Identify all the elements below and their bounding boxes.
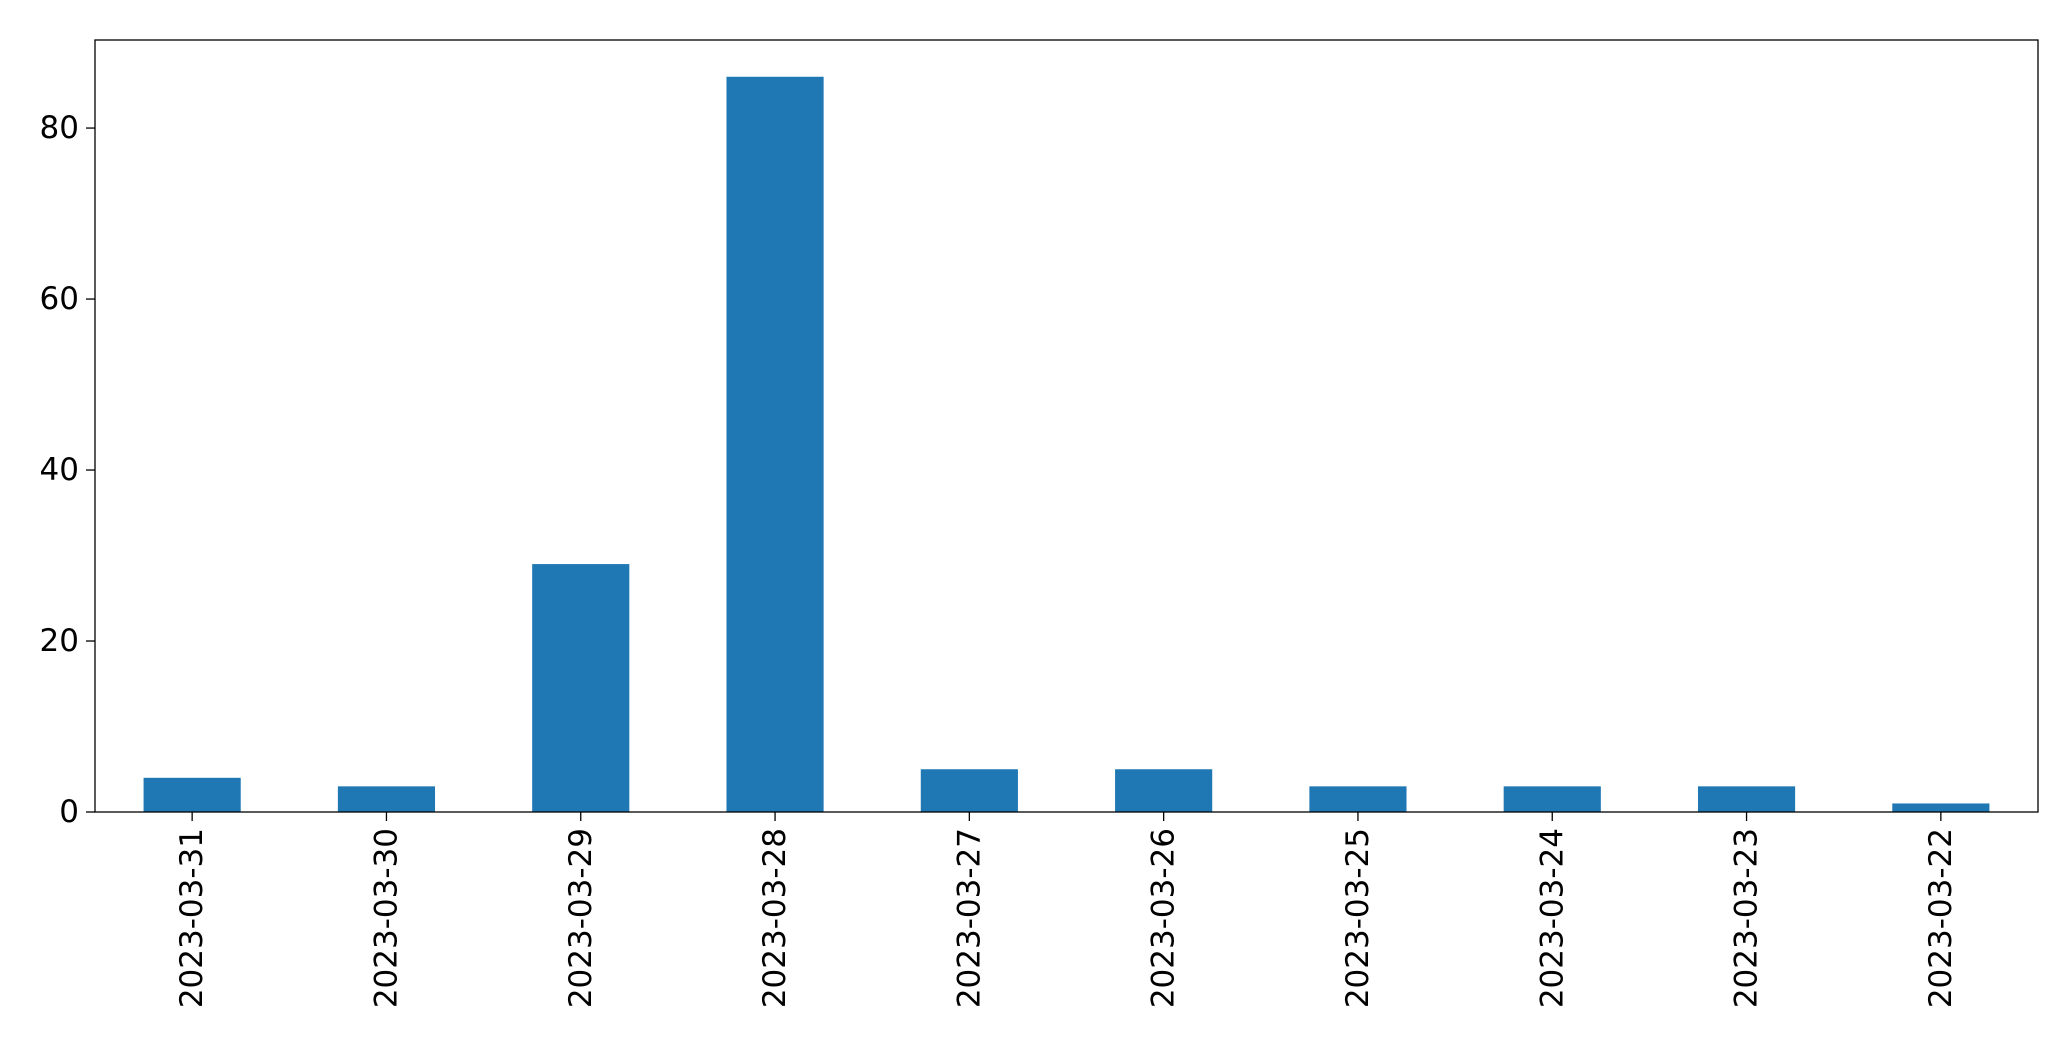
x-tick-label-2023-03-28: 2023-03-28 xyxy=(757,828,793,1008)
x-tick-label-2023-03-23: 2023-03-23 xyxy=(1729,828,1765,1008)
bar-2023-03-23 xyxy=(1697,786,1796,812)
x-axis: 2023-03-31 2023-03-30 2023-03-29 2023-03-28… xyxy=(174,812,1959,1008)
x-tick-label-2023-03-30: 2023-03-30 xyxy=(368,828,404,1008)
y-tick-label-0: 0 xyxy=(59,794,79,830)
bar-2023-03-27 xyxy=(920,769,1018,812)
y-tick-label-40: 40 xyxy=(40,452,79,488)
x-tick-label-2023-03-22: 2023-03-22 xyxy=(1923,828,1959,1008)
bar-series xyxy=(143,76,1990,812)
plot-frame xyxy=(94,39,2039,813)
y-axis: 0 20 40 60 80 xyxy=(40,110,95,830)
x-tick-label-2023-03-27: 2023-03-27 xyxy=(951,828,987,1008)
x-tick-label-2023-03-25: 2023-03-25 xyxy=(1340,828,1376,1008)
bar-2023-03-30 xyxy=(337,786,436,812)
bar-2023-03-31 xyxy=(143,777,241,812)
bar-2023-03-24 xyxy=(1503,786,1601,812)
bar-2023-03-26 xyxy=(1115,769,1213,812)
y-tick-label-20: 20 xyxy=(40,623,79,659)
bar-2023-03-22 xyxy=(1892,803,1990,812)
bar-2023-03-25 xyxy=(1309,786,1407,812)
x-tick-label-2023-03-31: 2023-03-31 xyxy=(174,828,210,1008)
y-tick-label-60: 60 xyxy=(40,281,79,317)
x-tick-label-2023-03-26: 2023-03-26 xyxy=(1146,828,1182,1008)
bar-2023-03-29 xyxy=(532,564,630,812)
y-tick-label-80: 80 xyxy=(40,110,79,146)
bar-2023-03-28 xyxy=(726,76,824,812)
x-tick-label-2023-03-24: 2023-03-24 xyxy=(1534,828,1570,1008)
x-tick-label-2023-03-29: 2023-03-29 xyxy=(563,828,599,1008)
